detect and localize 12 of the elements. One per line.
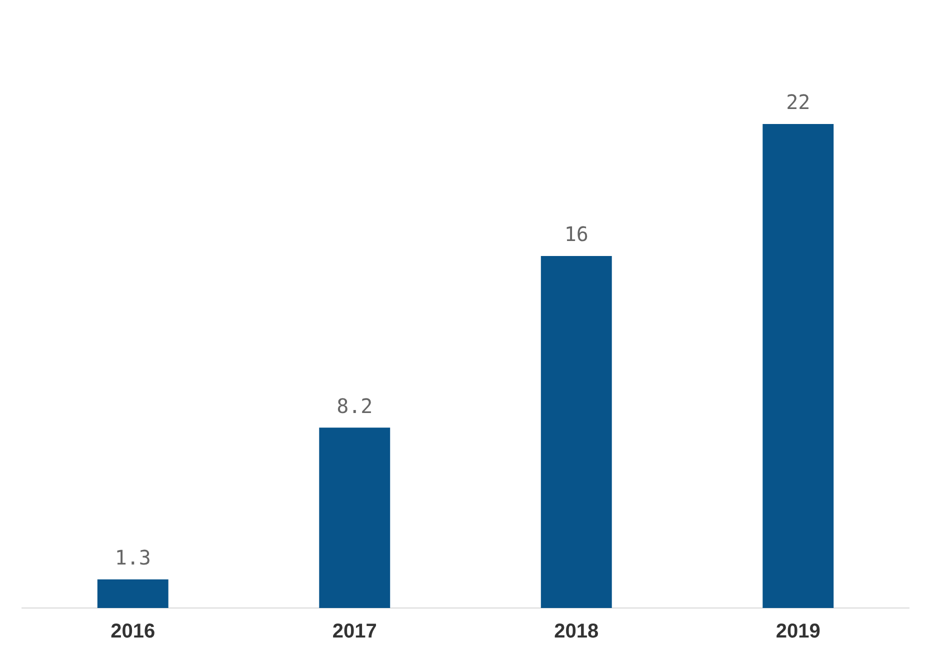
data-label: 1.3 (114, 546, 151, 570)
bar (762, 124, 834, 608)
x-tick-label: 2019 (776, 620, 820, 643)
bar (319, 428, 390, 608)
x-tick-label: 2018 (554, 620, 599, 643)
data-label: 8.2 (336, 394, 373, 418)
data-label: 22 (786, 90, 810, 114)
bar (540, 256, 612, 608)
data-label: 16 (564, 222, 588, 246)
x-tick-label: 2016 (110, 620, 156, 643)
bar (97, 579, 168, 608)
x-tick-label: 2017 (332, 620, 377, 643)
